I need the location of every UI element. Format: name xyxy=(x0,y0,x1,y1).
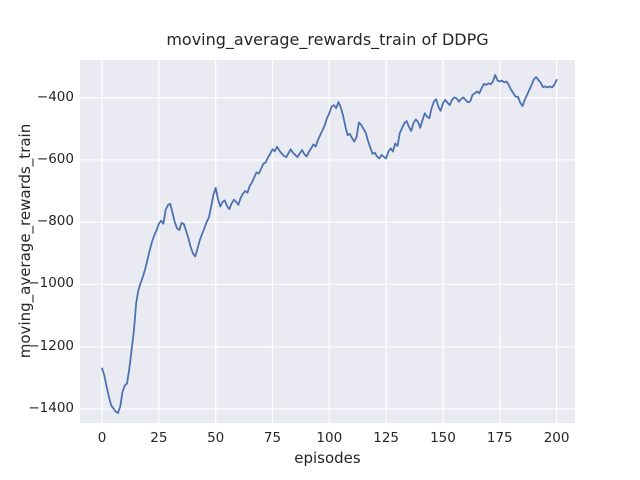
y-tick-label: −800 xyxy=(36,213,74,230)
x-tick-label: 0 xyxy=(97,430,107,446)
y-tick-label: −400 xyxy=(36,88,74,105)
x-tick-label: 175 xyxy=(486,430,513,446)
x-tick-label: 125 xyxy=(373,430,400,446)
x-tick-label: 25 xyxy=(150,430,168,446)
plot-area xyxy=(80,60,575,423)
y-tick-label: −600 xyxy=(36,150,74,167)
x-tick-label: 100 xyxy=(316,430,343,446)
chart-title: moving_average_rewards_train of DDPG xyxy=(166,30,489,49)
x-tick-label: 150 xyxy=(430,430,456,446)
x-tick-label: 50 xyxy=(207,430,225,446)
x-tick-label: 75 xyxy=(263,430,282,446)
data-line xyxy=(101,74,558,414)
y-tick-label: −1200 xyxy=(28,337,74,354)
x-axis-label: episodes xyxy=(294,449,361,467)
y-tick-label: −1400 xyxy=(28,399,74,416)
x-tick-label: 200 xyxy=(543,430,570,446)
y-tick-label: −1000 xyxy=(28,275,74,292)
line-chart-svg xyxy=(80,60,575,423)
